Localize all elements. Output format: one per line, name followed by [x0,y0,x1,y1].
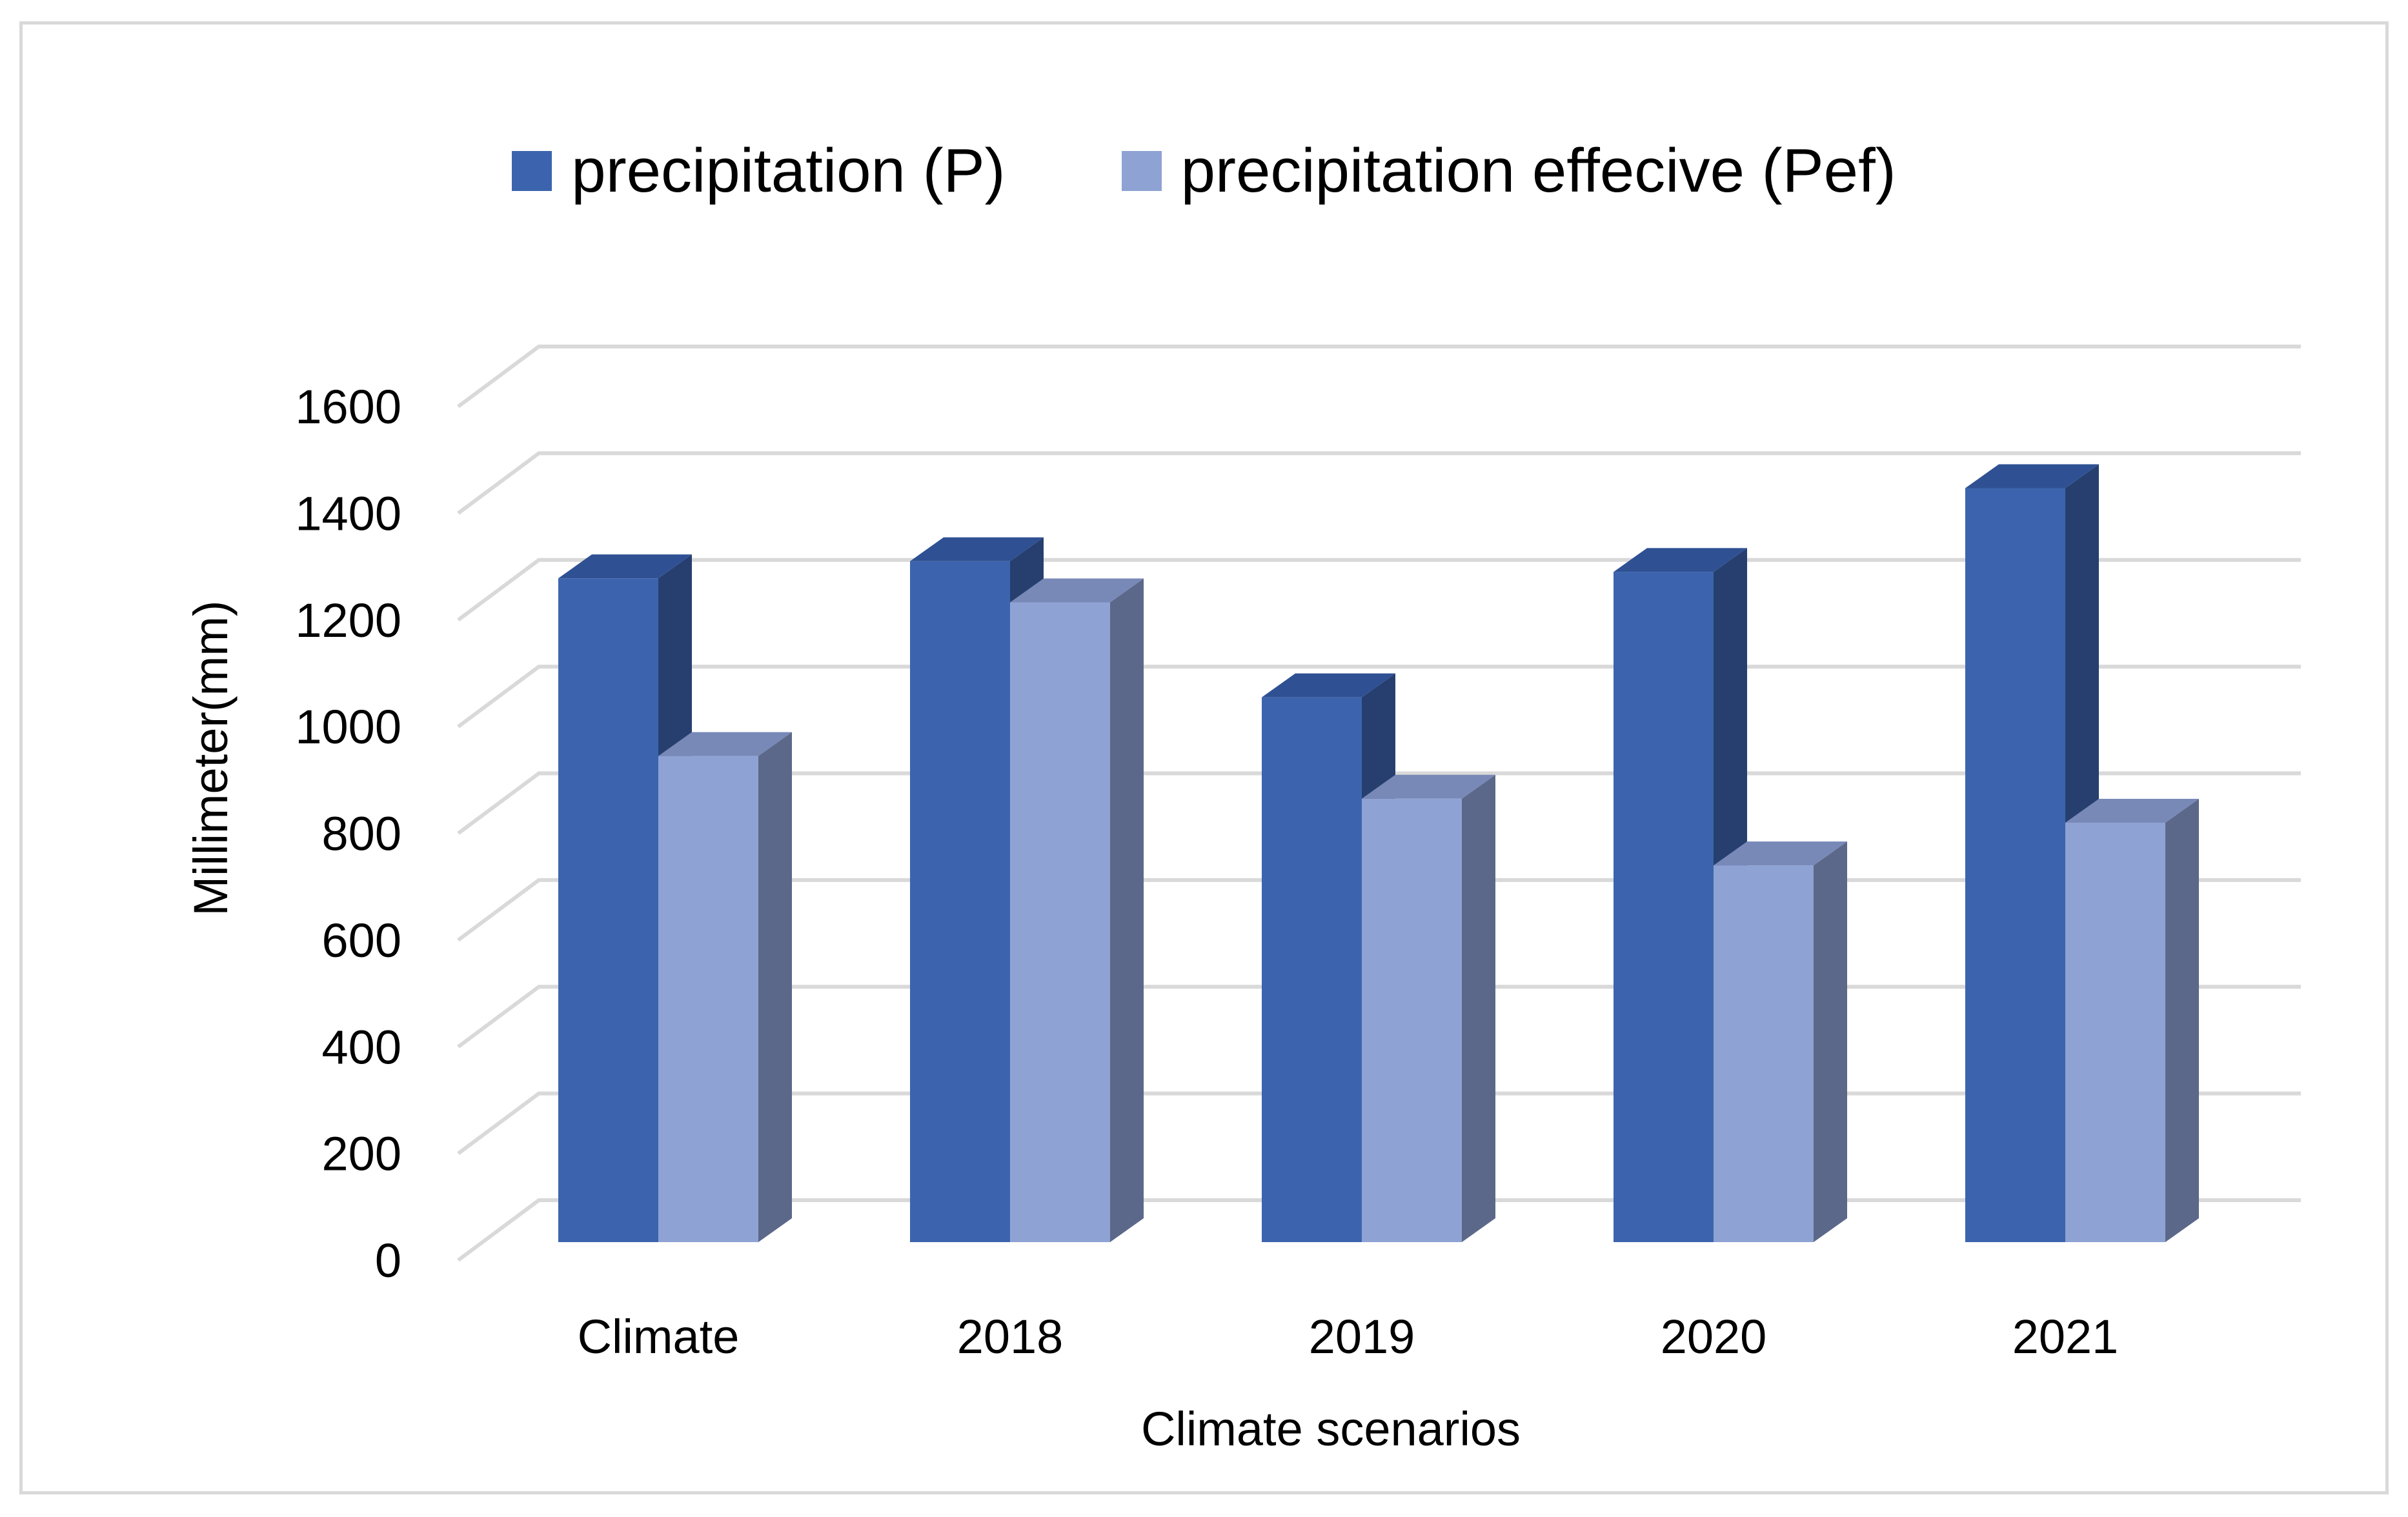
bars-layer [558,464,2199,1243]
bar-front [1614,572,1714,1242]
labels-layer: 0 200 400 600 800 1000 1200 1400 1600 Climate 2018… [295,380,2118,1363]
bar [2065,798,2199,1242]
legend: precipitation (P) precipitation effecive… [0,136,2408,206]
bar-top [558,554,692,579]
bar-side [1110,578,1144,1242]
legend-item-effective-precipitation: precipitation effecive (Pef) [1121,136,1896,206]
bar-front [1010,602,1110,1242]
legend-swatch-precipitation [512,151,552,191]
legend-label-precipitation: precipitation (P) [571,136,1006,205]
y-tick-label: 1600 [295,380,401,434]
bar-side [1462,774,1495,1242]
bar-top [1614,548,1747,572]
x-tick-label: 2021 [2012,1310,2119,1363]
bar-side [1814,841,1847,1242]
bar-top [1362,774,1495,799]
x-tick-label: 2020 [1661,1310,1767,1363]
bar-top [658,732,792,756]
bar-side [758,732,792,1242]
x-tick-label: 2018 [957,1310,1064,1363]
bar-top [910,537,1044,561]
y-axis-title: Millimeter(mm) [184,600,238,916]
bar-side [2165,798,2199,1242]
bar-front [1714,865,1814,1242]
bar-top [1714,841,1847,866]
y-tick-label: 1400 [295,487,401,540]
bar-front [1965,488,2065,1242]
bar-top [2065,798,2199,823]
bar-front [2065,822,2165,1242]
gridline [457,451,2301,515]
bar [1010,578,1144,1242]
bar [1714,841,1847,1242]
bar [658,732,792,1242]
x-tick-label: 2019 [1309,1310,1415,1363]
y-tick-label: 1000 [295,700,401,754]
y-tick-label: 600 [322,914,401,967]
legend-swatch-effective-precipitation [1121,151,1162,191]
legend-item-precipitation: precipitation (P) [512,136,1006,206]
y-tick-label: 0 [375,1234,401,1287]
bar-top [1262,673,1395,698]
bar [1362,774,1495,1242]
y-tick-label: 800 [322,807,401,861]
bar-top [1010,578,1144,603]
bar-front [558,578,658,1243]
y-tick-label: 1200 [295,594,401,647]
x-tick-label: Climate [578,1310,740,1363]
bar-front [1362,798,1462,1242]
legend-label-effective-precipitation: precipitation effecive (Pef) [1180,136,1896,205]
y-tick-label: 400 [322,1020,401,1074]
bar-front [1262,697,1362,1242]
y-tick-label: 200 [322,1127,401,1181]
gridline [457,345,2301,408]
bar-top [1965,464,2099,488]
bar-front [910,561,1010,1243]
x-axis-title: Climate scenarios [1141,1402,1521,1456]
bar-front [658,756,758,1242]
